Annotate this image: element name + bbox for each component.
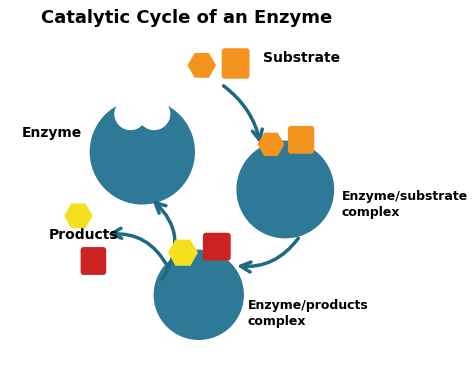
Circle shape [114, 98, 147, 130]
FancyBboxPatch shape [222, 48, 249, 79]
FancyBboxPatch shape [81, 247, 106, 275]
Circle shape [90, 99, 195, 205]
Text: Enzyme: Enzyme [22, 126, 82, 140]
Polygon shape [187, 53, 216, 78]
Text: Products: Products [48, 228, 118, 242]
Polygon shape [64, 204, 92, 228]
Text: Enzyme/substrate
complex: Enzyme/substrate complex [342, 190, 468, 219]
Text: Enzyme/products
complex: Enzyme/products complex [247, 299, 368, 328]
Circle shape [130, 97, 154, 121]
FancyBboxPatch shape [203, 233, 231, 261]
FancyBboxPatch shape [288, 126, 314, 154]
Polygon shape [168, 240, 198, 266]
Circle shape [154, 250, 244, 340]
Circle shape [237, 141, 334, 238]
Polygon shape [257, 133, 284, 156]
Text: Substrate: Substrate [263, 51, 340, 65]
Circle shape [138, 98, 170, 130]
Text: Catalytic Cycle of an Enzyme: Catalytic Cycle of an Enzyme [41, 9, 332, 27]
